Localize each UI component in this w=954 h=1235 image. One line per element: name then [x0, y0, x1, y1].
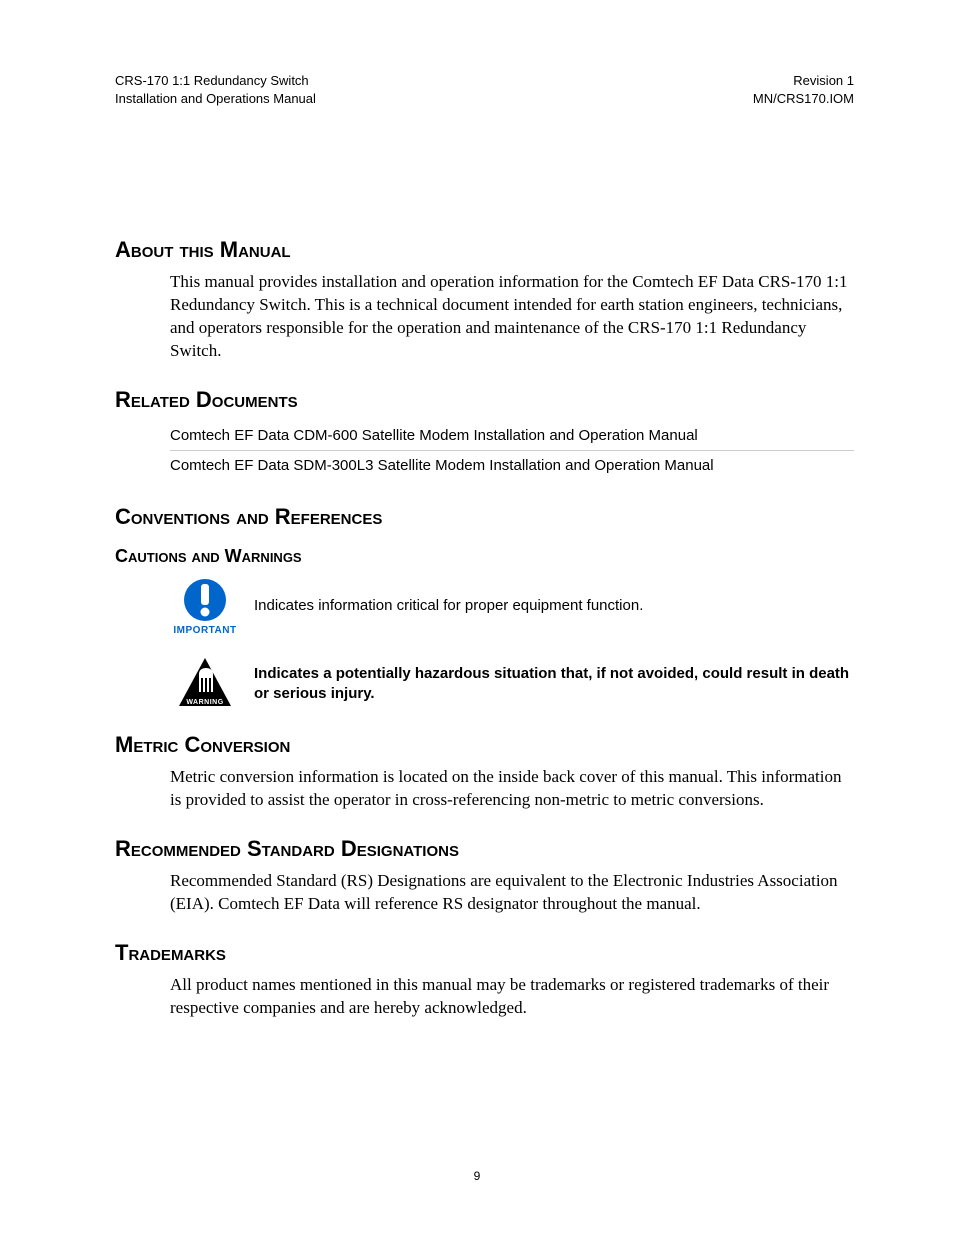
- important-text: Indicates information critical for prope…: [254, 596, 643, 616]
- heading-trademarks: Trademarks: [115, 940, 854, 966]
- page-header: CRS-170 1:1 Redundancy Switch Installati…: [115, 72, 854, 107]
- body-about: This manual provides installation and op…: [170, 271, 854, 363]
- subheading-cautions: Cautions and Warnings: [115, 546, 854, 567]
- heading-rsd: Recommended Standard Designations: [115, 836, 854, 862]
- header-revision: Revision 1: [753, 72, 854, 90]
- header-right: Revision 1 MN/CRS170.IOM: [753, 72, 854, 107]
- related-doc-item: Comtech EF Data CDM-600 Satellite Modem …: [170, 421, 854, 451]
- related-doc-item: Comtech EF Data SDM-300L3 Satellite Mode…: [170, 451, 854, 480]
- body-rsd: Recommended Standard (RS) Designations a…: [170, 870, 854, 916]
- callout-warning: WARNING Indicates a potentially hazardou…: [170, 656, 854, 712]
- header-manual-type: Installation and Operations Manual: [115, 90, 316, 108]
- related-doc-list: Comtech EF Data CDM-600 Satellite Modem …: [170, 421, 854, 480]
- page-number: 9: [0, 1169, 954, 1183]
- callout-important: IMPORTANT Indicates information critical…: [170, 577, 854, 636]
- heading-conventions: Conventions and References: [115, 504, 854, 530]
- header-left: CRS-170 1:1 Redundancy Switch Installati…: [115, 72, 316, 107]
- header-doc-number: MN/CRS170.IOM: [753, 90, 854, 108]
- heading-metric: Metric Conversion: [115, 732, 854, 758]
- important-label: IMPORTANT: [173, 625, 236, 636]
- heading-related: Related Documents: [115, 387, 854, 413]
- body-trademarks: All product names mentioned in this manu…: [170, 974, 854, 1020]
- important-icon: IMPORTANT: [170, 577, 240, 636]
- warning-text: Indicates a potentially hazardous situat…: [254, 664, 854, 705]
- svg-text:WARNING: WARNING: [186, 699, 223, 706]
- warning-icon: WARNING: [170, 656, 240, 712]
- header-product: CRS-170 1:1 Redundancy Switch: [115, 72, 316, 90]
- document-page: CRS-170 1:1 Redundancy Switch Installati…: [0, 0, 954, 1235]
- heading-about: About this Manual: [115, 237, 854, 263]
- body-metric: Metric conversion information is located…: [170, 766, 854, 812]
